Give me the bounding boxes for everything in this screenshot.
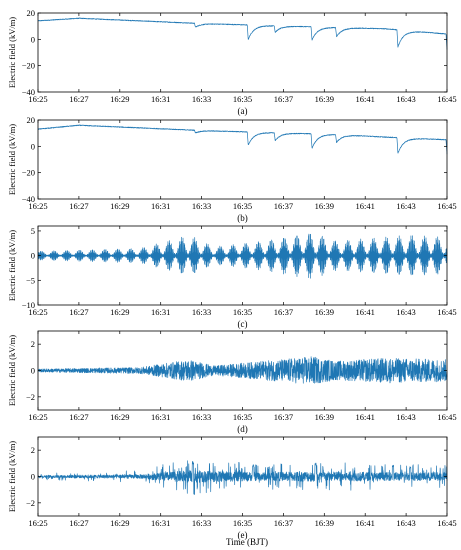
x-tick-label: 16:43	[396, 307, 415, 317]
panel-label: (a)	[238, 106, 248, 116]
x-tick-label: 16:39	[315, 412, 334, 422]
x-tick-label: 16:37	[274, 412, 293, 422]
x-tick-label: 16:31	[151, 518, 170, 528]
x-tick-label: 16:45	[437, 94, 456, 104]
y-tick-label: −40	[22, 194, 35, 204]
y-tick-label: 20	[27, 8, 36, 18]
series-line	[37, 17, 448, 50]
x-tick-label: 16:35	[233, 412, 252, 422]
y-tick-label: 0	[31, 366, 35, 376]
y-axis-title: Electric field (kV/m)	[7, 230, 17, 301]
panel-label: (e)	[238, 530, 248, 540]
x-axis-title: Time (BJT)	[226, 537, 268, 547]
x-tick-label: 16:33	[192, 412, 211, 422]
y-tick-label: 5	[31, 226, 35, 236]
x-tick-label: 16:29	[110, 94, 129, 104]
y-tick-label: −20	[22, 168, 35, 178]
y-tick-label: −40	[22, 87, 35, 97]
y-tick-label: 20	[27, 115, 36, 125]
x-tick-label: 16:41	[356, 201, 375, 211]
x-tick-label: 16:27	[69, 201, 88, 211]
x-tick-label: 16:45	[437, 307, 456, 317]
x-tick-label: 16:31	[151, 412, 170, 422]
x-tick-label: 16:25	[28, 201, 47, 211]
x-tick-label: 16:33	[192, 94, 211, 104]
y-tick-label: 0	[31, 141, 35, 151]
y-tick-label: 2	[31, 445, 35, 455]
x-tick-label: 16:29	[110, 518, 129, 528]
x-tick-label: 16:27	[69, 94, 88, 104]
panel-label: (b)	[237, 213, 248, 223]
x-tick-label: 16:43	[396, 94, 415, 104]
x-tick-label: 16:45	[437, 518, 456, 528]
series-line	[37, 233, 448, 279]
y-tick-label: −5	[26, 275, 35, 285]
x-tick-label: 16:41	[356, 412, 375, 422]
series-line	[37, 460, 448, 495]
x-tick-label: 16:37	[274, 94, 293, 104]
x-tick-label: 16:29	[110, 412, 129, 422]
x-tick-label: 16:45	[437, 201, 456, 211]
x-tick-label: 16:29	[110, 201, 129, 211]
y-tick-label: 0	[31, 34, 35, 44]
y-axis-title: Electric field (kV/m)	[7, 335, 17, 406]
x-tick-label: 16:27	[69, 307, 88, 317]
y-tick-label: −2	[26, 392, 35, 402]
y-tick-label: 0	[31, 251, 35, 261]
y-tick-label: −10	[22, 300, 35, 310]
series-line	[37, 356, 448, 384]
x-tick-label: 16:37	[274, 518, 293, 528]
y-tick-label: −2	[26, 498, 35, 508]
y-axis-title: Electric field (kV/m)	[7, 124, 17, 195]
x-tick-label: 16:35	[233, 201, 252, 211]
x-tick-label: 16:45	[437, 412, 456, 422]
y-tick-label: 2	[31, 339, 35, 349]
y-tick-label: 0	[31, 472, 35, 482]
x-tick-label: 16:33	[192, 518, 211, 528]
x-tick-label: 16:31	[151, 94, 170, 104]
series-line	[37, 124, 448, 155]
x-tick-label: 16:41	[356, 518, 375, 528]
x-tick-label: 16:35	[233, 307, 252, 317]
x-tick-label: 16:39	[315, 94, 334, 104]
panel-label: (d)	[237, 424, 248, 434]
y-axis-title: Electric field (kV/m)	[7, 441, 17, 512]
x-tick-label: 16:25	[28, 518, 47, 528]
x-tick-label: 16:39	[315, 201, 334, 211]
x-tick-label: 16:27	[69, 518, 88, 528]
panel-label: (c)	[238, 319, 248, 329]
panel-e: 2 0 −2 16:25 16:27 16:29 16:31 16:33 16:35 16:37 1…	[7, 436, 457, 540]
x-tick-label: 16:25	[28, 307, 47, 317]
x-tick-label: 16:41	[356, 94, 375, 104]
x-tick-label: 16:33	[192, 307, 211, 317]
x-tick-label: 16:25	[28, 412, 47, 422]
x-tick-label: 16:31	[151, 201, 170, 211]
x-tick-label: 16:35	[233, 94, 252, 104]
x-tick-label: 16:31	[151, 307, 170, 317]
x-tick-label: 16:43	[396, 518, 415, 528]
x-tick-label: 16:43	[396, 201, 415, 211]
y-tick-label: −20	[22, 61, 35, 71]
x-tick-label: 16:41	[356, 307, 375, 317]
x-tick-label: 16:39	[315, 518, 334, 528]
x-tick-label: 16:39	[315, 307, 334, 317]
x-tick-label: 16:35	[233, 518, 252, 528]
x-tick-label: 16:29	[110, 307, 129, 317]
panel-d: 2 0 −2 16:25 16:27 16:29 16:31 16:33 16:35 16:37 1…	[7, 330, 457, 434]
x-tick-label: 16:33	[192, 201, 211, 211]
x-tick-label: 16:37	[274, 307, 293, 317]
x-tick-label: 16:43	[396, 412, 415, 422]
x-tick-label: 16:37	[274, 201, 293, 211]
x-tick-label: 16:27	[69, 412, 88, 422]
x-tick-label: 16:25	[28, 94, 47, 104]
y-axis-title: Electric field (kV/m)	[7, 17, 17, 88]
